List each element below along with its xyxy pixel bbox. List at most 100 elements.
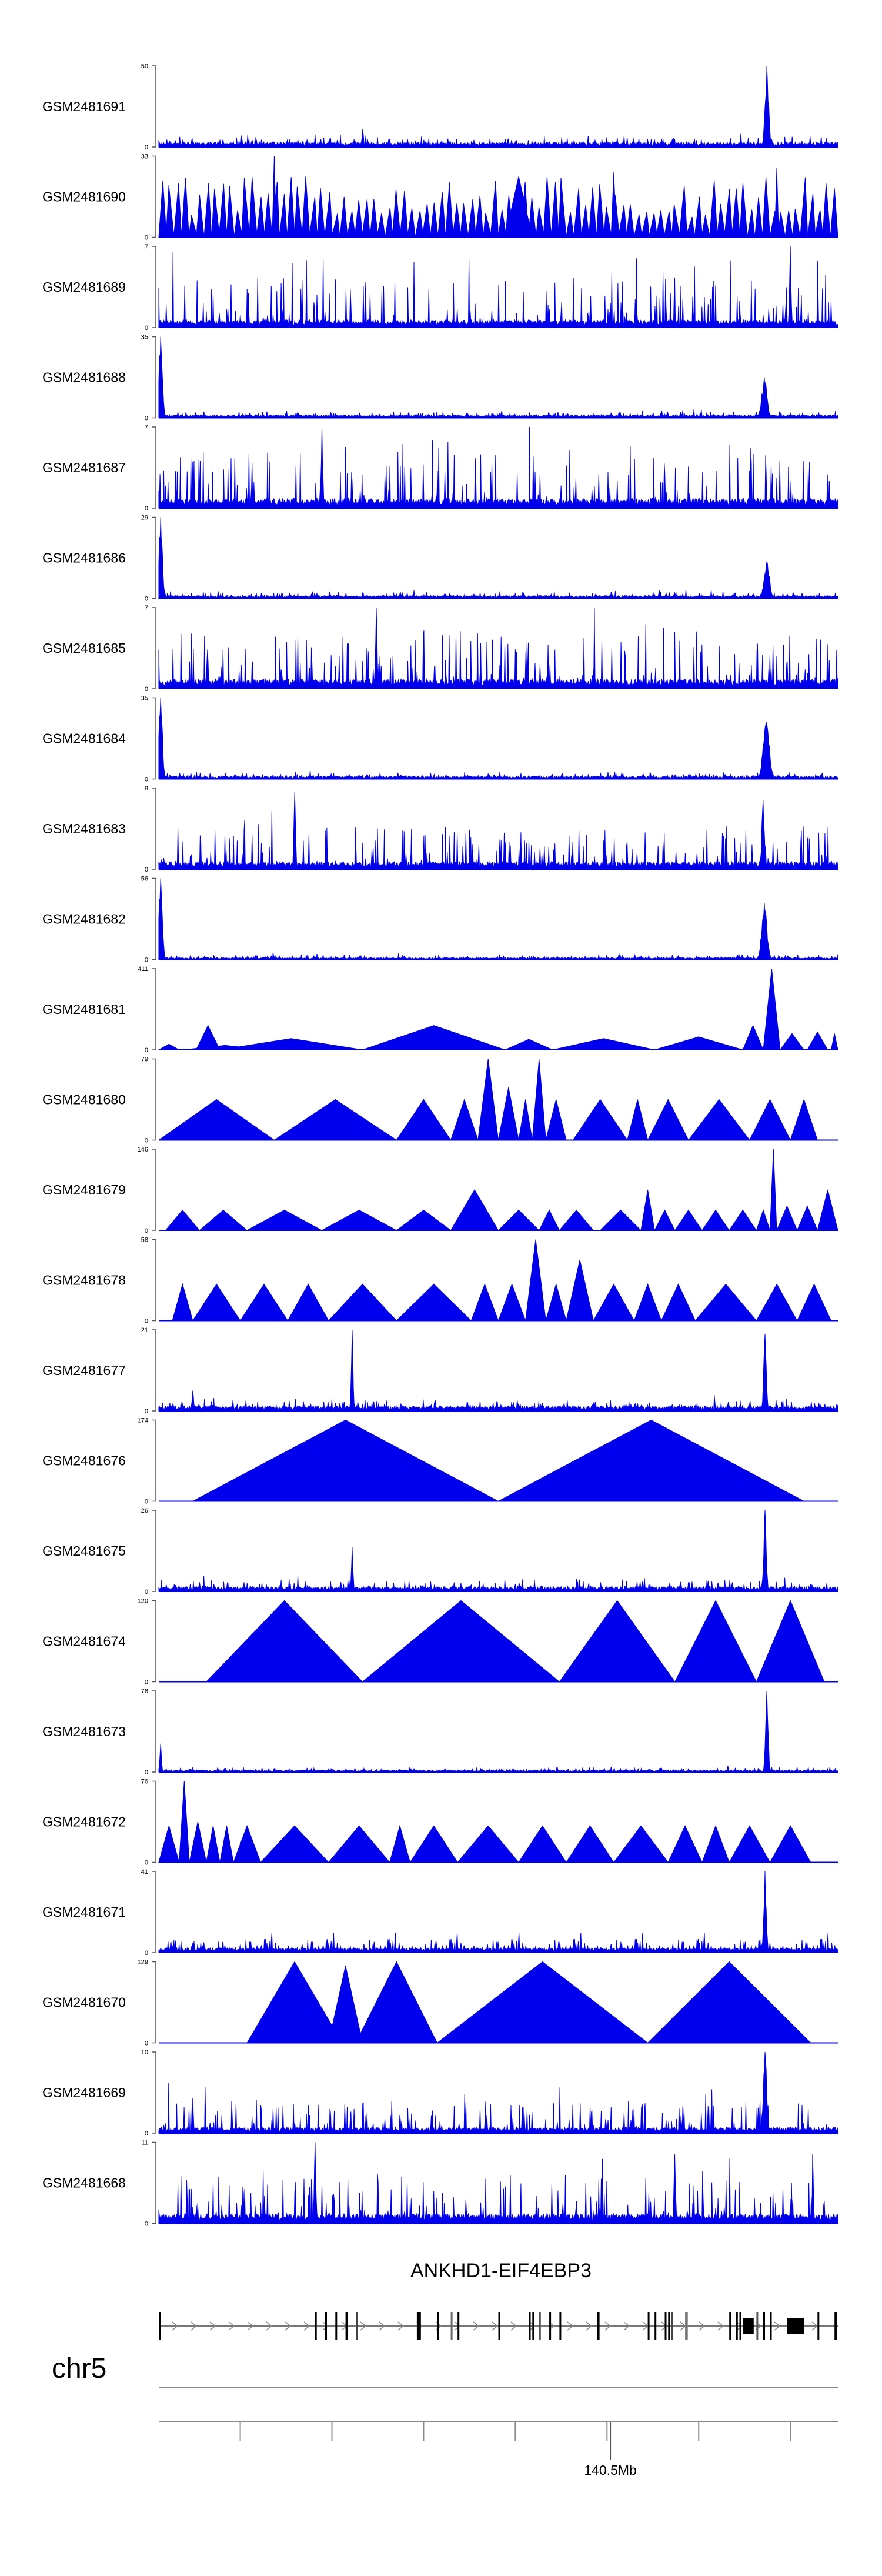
gene-exon (743, 2318, 754, 2334)
track-min-label: 0 (145, 144, 148, 151)
strand-arrow (397, 2321, 405, 2331)
strand-arrow (247, 2321, 254, 2331)
track-GSM2481690: GSM2481690 33 0 (42, 154, 838, 242)
track-GSM2481683: GSM2481683 8 0 (42, 785, 838, 873)
gene-exon (685, 2312, 688, 2340)
gene-track: ANKHD1-EIF4EBP3 (159, 2260, 838, 2340)
gene-exon (763, 2312, 765, 2340)
signal-area (158, 698, 838, 779)
track-min-label: 0 (145, 686, 148, 693)
strand-arrow (360, 2321, 367, 2331)
strand-arrow (191, 2321, 198, 2331)
track-GSM2481673: GSM2481673 76 0 (42, 1688, 838, 1776)
track-min-label: 0 (145, 776, 148, 783)
gene-exon (345, 2312, 348, 2340)
strand-arrow (322, 2321, 329, 2331)
gene-exon (416, 2312, 421, 2340)
gene-exon (671, 2312, 673, 2340)
gene-exon (668, 2312, 670, 2340)
strand-arrow (567, 2321, 574, 2331)
signal-area (158, 336, 838, 418)
track-max-label: 120 (138, 1598, 148, 1605)
gene-exon (450, 2312, 453, 2340)
track-max-label: 33 (141, 154, 148, 161)
strand-arrow (172, 2321, 179, 2331)
signal-area (158, 426, 838, 509)
track-max-label: 146 (138, 1146, 148, 1153)
track-GSM2481676: GSM2481676 174 0 (42, 1417, 838, 1506)
track-max-label: 50 (141, 63, 148, 70)
track-min-label: 0 (145, 1950, 148, 1957)
signal-area (158, 1871, 838, 1953)
signal-area (158, 607, 838, 689)
track-max-label: 41 (141, 1868, 148, 1876)
track-label: GSM2481669 (42, 2085, 126, 2100)
track-label: GSM2481689 (42, 279, 126, 295)
track-min-label: 0 (145, 1227, 148, 1234)
strand-arrow (774, 2321, 781, 2331)
signal-area (158, 2142, 838, 2224)
strand-arrow (209, 2321, 216, 2331)
track-min-label: 0 (145, 866, 148, 873)
track-label: GSM2481682 (42, 912, 126, 927)
track-GSM2481686: GSM2481686 29 0 (42, 515, 838, 603)
signal-area (158, 1781, 811, 1863)
gene-exon (457, 2312, 460, 2340)
track-max-label: 7 (145, 424, 148, 431)
gene-exon (315, 2312, 317, 2340)
track-GSM2481671: GSM2481671 41 0 (42, 1868, 838, 1957)
track-GSM2481682: GSM2481682 56 0 (42, 876, 838, 964)
track-GSM2481687: GSM2481687 7 0 (42, 424, 838, 512)
track-label: GSM2481678 (42, 1273, 126, 1288)
signal-area (158, 2051, 838, 2134)
signal-area (158, 1329, 838, 1412)
track-label: GSM2481672 (42, 1814, 126, 1830)
gene-exon (654, 2312, 657, 2340)
track-max-label: 8 (145, 785, 148, 792)
strand-arrow (717, 2321, 724, 2331)
track-GSM2481669: GSM2481669 10 0 (42, 2049, 838, 2137)
track-GSM2481688: GSM2481688 35 0 (42, 334, 838, 422)
signal-area (158, 968, 838, 1050)
strand-arrow (604, 2321, 612, 2331)
track-GSM2481691: GSM2481691 50 0 (42, 63, 838, 151)
strand-arrow (586, 2321, 593, 2331)
track-label: GSM2481670 (42, 1995, 126, 2010)
track-max-label: 35 (141, 695, 148, 702)
track-GSM2481680: GSM2481680 79 0 (42, 1056, 838, 1144)
strand-arrow (699, 2321, 706, 2331)
strand-arrow (266, 2321, 273, 2331)
gene-exon (159, 2312, 161, 2340)
signal-tracks: GSM2481691500GSM2481690330GSM248168970GS… (42, 63, 838, 2228)
signal-area (158, 1510, 838, 1592)
track-GSM2481678: GSM2481678 58 0 (42, 1237, 838, 1325)
track-max-label: 7 (145, 243, 148, 251)
track-min-label: 0 (145, 1860, 148, 1867)
track-max-label: 174 (138, 1417, 148, 1424)
gene-exon (817, 2312, 820, 2340)
strand-arrow (473, 2321, 480, 2331)
gene-exon (532, 2312, 534, 2340)
track-min-label: 0 (145, 1769, 148, 1776)
signal-area (158, 246, 838, 328)
gene-exon (539, 2312, 541, 2340)
signal-area (158, 65, 838, 148)
gene-exon (498, 2312, 500, 2340)
track-GSM2481675: GSM2481675 26 0 (42, 1507, 838, 1596)
track-max-label: 56 (141, 876, 148, 883)
track-label: GSM2481677 (42, 1363, 126, 1378)
signal-area (158, 792, 838, 870)
track-max-label: 58 (141, 1237, 148, 1244)
track-min-label: 0 (145, 235, 148, 242)
track-GSM2481674: GSM2481674 120 0 (42, 1598, 838, 1686)
track-GSM2481670: GSM2481670 129 0 (42, 1959, 838, 2047)
signal-area (158, 156, 838, 238)
track-label: GSM2481691 (42, 99, 126, 114)
gene-exon (664, 2312, 667, 2340)
track-min-label: 0 (145, 596, 148, 603)
strand-arrow (379, 2321, 386, 2331)
signal-area (158, 1690, 838, 1773)
track-max-label: 79 (141, 1056, 148, 1063)
track-min-label: 0 (145, 325, 148, 332)
gene-exon (739, 2312, 741, 2340)
